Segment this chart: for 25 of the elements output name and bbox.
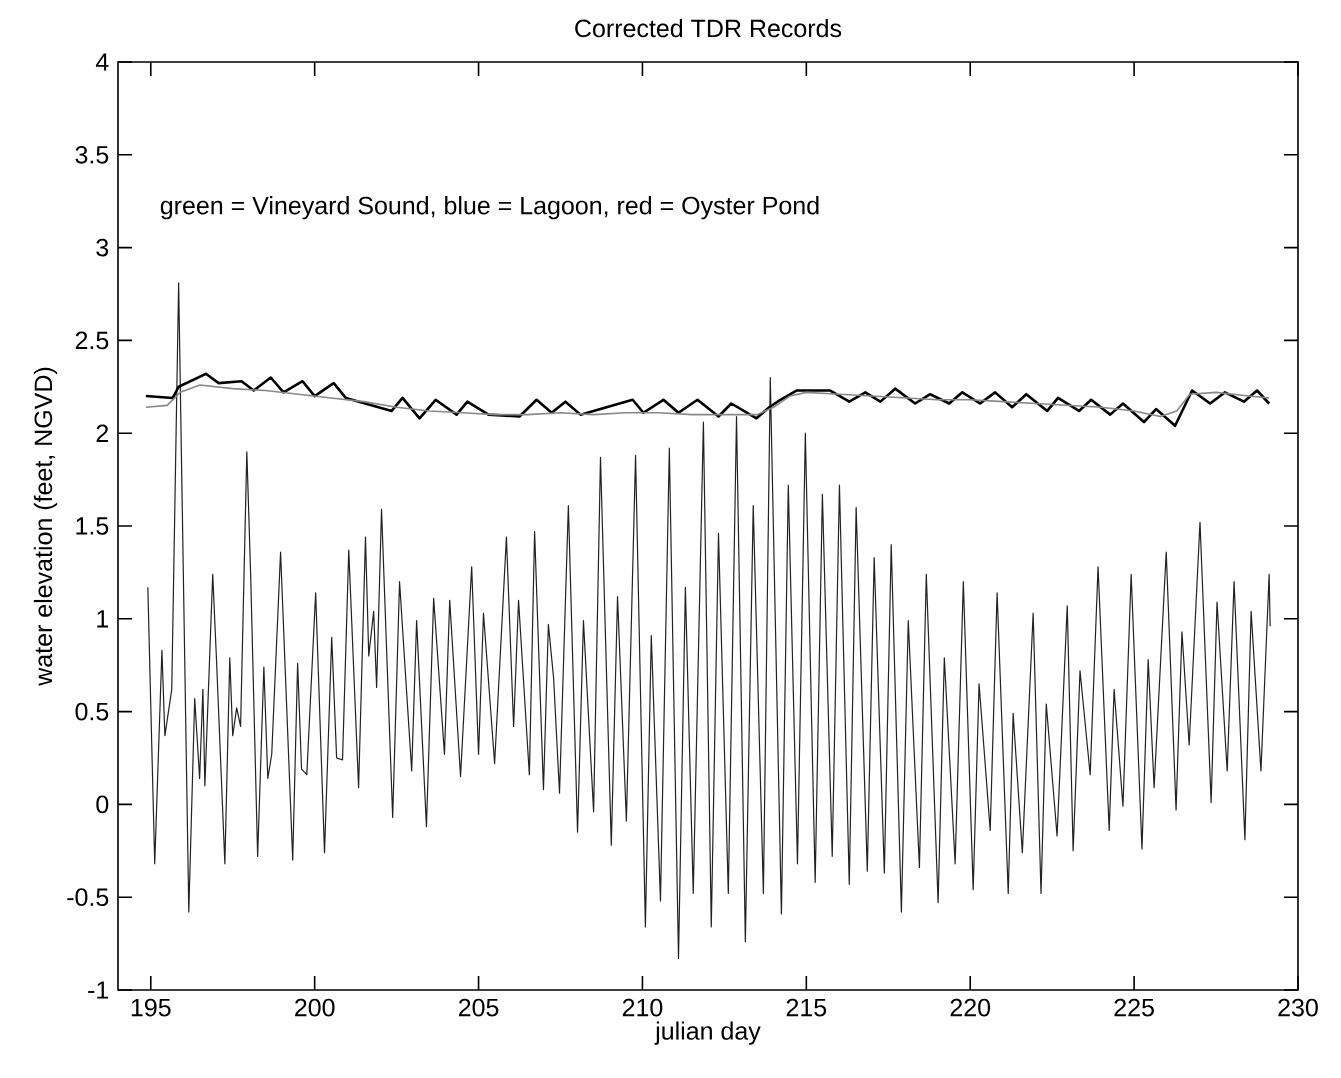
x-tick-label: 195 <box>131 998 171 1017</box>
line-series <box>147 282 1271 960</box>
y-tick-label: 3.5 <box>75 145 109 164</box>
y-tick-label: 1 <box>97 610 109 628</box>
x-tick-label: 210 <box>622 998 663 1017</box>
x-tick-label: 200 <box>295 998 335 1017</box>
y-tick-label: -0.5 <box>67 888 109 907</box>
y-tick-label: 2.5 <box>75 331 109 350</box>
annotation: green = Vineyard Sound, blue = Lagoon, red = Oyster Pond <box>160 196 819 220</box>
y-axis-title: water elevation (feet, NGVD) <box>33 367 58 686</box>
x-axis-title: julian day <box>654 1021 761 1045</box>
y-tick-label: 4 <box>95 53 109 71</box>
x-tick-label: 215 <box>786 998 827 1017</box>
line-series <box>144 372 1271 428</box>
y-tick-label: 0 <box>96 795 109 814</box>
y-tick-label: -1 <box>88 981 109 999</box>
x-tick-label: 220 <box>950 998 991 1017</box>
x-tick-label: 230 <box>1278 998 1318 1017</box>
y-tick-label: 3 <box>96 238 109 257</box>
x-tick-label: 205 <box>458 998 499 1017</box>
y-tick-label: 0.5 <box>75 702 109 721</box>
chart-title: Corrected TDR Records <box>575 18 842 38</box>
y-tick-label: 1.5 <box>76 517 109 535</box>
x-tick-label: 225 <box>1114 998 1154 1017</box>
y-tick-label: 2 <box>96 424 109 442</box>
